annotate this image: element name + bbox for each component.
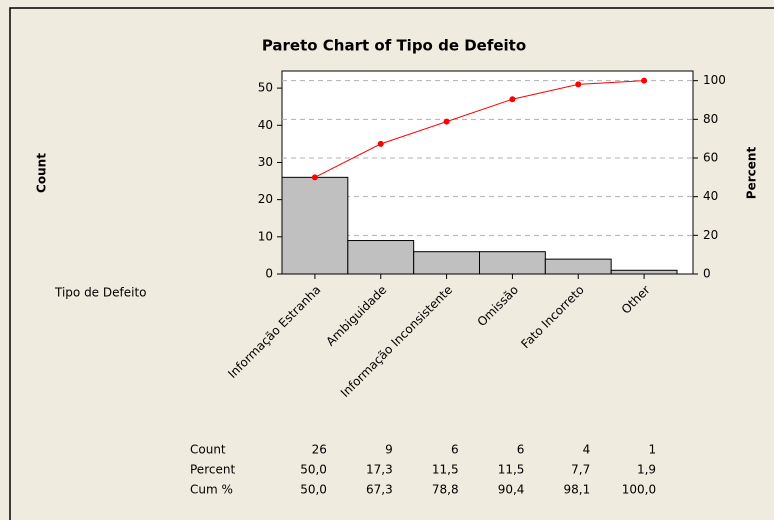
bar — [610, 269, 678, 275]
chart-title: Pareto Chart of Tipo de Defeito — [262, 37, 526, 55]
table-row-header: Count — [190, 443, 226, 457]
y-axis-label: Count — [35, 153, 49, 193]
x-axis-label: Tipo de Defeito — [54, 286, 147, 300]
table-cell: 4 — [583, 443, 591, 457]
table-cell: 78,8 — [432, 483, 459, 497]
y-tick-label: 0 — [265, 267, 273, 281]
bar — [544, 258, 612, 275]
y2-tick-label: 80 — [703, 112, 718, 126]
cumulative-point — [641, 77, 648, 84]
table-cell: 26 — [312, 443, 327, 457]
cumulative-line — [314, 80, 645, 178]
y2-axis-label: Percent — [745, 147, 759, 200]
y2-tick-label: 100 — [703, 73, 726, 87]
y-tick-label: 10 — [258, 229, 273, 243]
table-cell: 1 — [648, 443, 656, 457]
cumulative-point — [377, 140, 384, 147]
table-cell: 50,0 — [300, 483, 327, 497]
y2-tick-label: 60 — [703, 151, 718, 165]
cumulative-point — [575, 81, 582, 88]
table-cell: 1,9 — [637, 463, 656, 477]
bar — [413, 251, 480, 275]
cumulative-point — [311, 174, 318, 181]
y-tick-label: 20 — [258, 192, 273, 206]
bar — [347, 240, 415, 275]
table-cell: 98,1 — [564, 483, 591, 497]
table-cell: 50,0 — [300, 463, 327, 477]
y-tick-label: 50 — [258, 81, 273, 95]
table-cell: 67,3 — [366, 483, 393, 497]
table-cell: 11,5 — [432, 463, 459, 477]
y2-tick-label: 20 — [703, 228, 718, 242]
y-tick-label: 30 — [258, 155, 273, 169]
bar — [479, 251, 546, 275]
table-cell: 11,5 — [498, 463, 525, 477]
table-cell: 7,7 — [571, 463, 590, 477]
table-cell: 100,0 — [622, 483, 656, 497]
table-cell: 6 — [451, 443, 459, 457]
y-tick-label: 40 — [258, 118, 273, 132]
table-cell: 6 — [517, 443, 525, 457]
table-cell: 17,3 — [366, 463, 393, 477]
frame — [9, 7, 774, 520]
cumulative-point — [443, 118, 450, 125]
table-row-header: Percent — [190, 463, 235, 477]
y2-tick-label: 40 — [703, 189, 718, 203]
table-row-header: Cum % — [190, 483, 233, 497]
bar — [281, 176, 349, 275]
table-cell: 90,4 — [498, 483, 525, 497]
table-cell: 9 — [385, 443, 393, 457]
y2-tick-label: 0 — [703, 267, 711, 281]
cumulative-point — [509, 96, 516, 103]
